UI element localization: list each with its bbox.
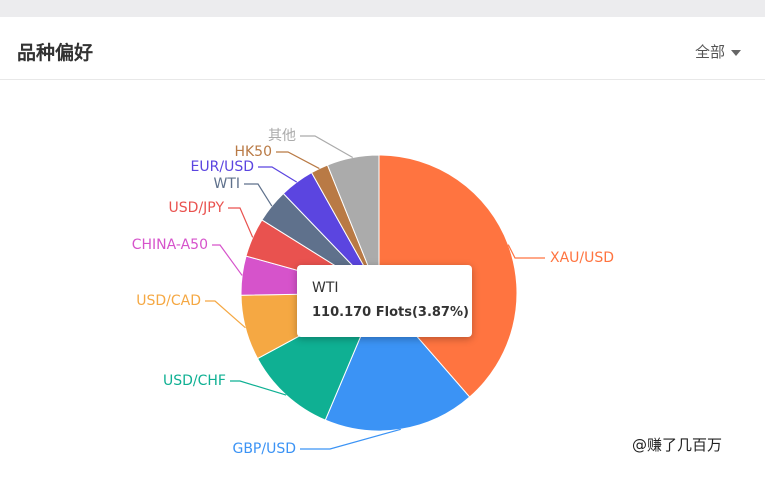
slice-label: USD/CAD [136, 293, 201, 309]
card-header: 品种偏好 全部 [0, 17, 765, 80]
chart-tooltip: WTI 110.170 Flots(3.87%) [297, 265, 472, 337]
filter-dropdown[interactable]: 全部 [695, 41, 741, 62]
tooltip-series-name: WTI [312, 280, 339, 296]
slice-label: WTI [213, 176, 240, 192]
leader-line [276, 151, 320, 170]
leader-line [205, 300, 246, 329]
card-title: 品种偏好 [17, 42, 94, 64]
slice-label: GBP/USD [232, 441, 296, 457]
watermark: @赚了几百万 [632, 436, 723, 454]
top-strip [0, 0, 765, 17]
slice-label: CHINA-A50 [132, 237, 208, 253]
slice-label: 其他 [268, 128, 296, 144]
leader-line [228, 207, 254, 238]
slice-label: XAU/USD [550, 250, 614, 266]
leader-line [300, 135, 354, 159]
leader-line [507, 244, 545, 259]
slice-label: USD/JPY [169, 200, 225, 216]
slice-label: EUR/USD [191, 159, 254, 175]
slice-label: HK50 [234, 144, 272, 160]
leader-line [300, 428, 401, 450]
slice-label: USD/CHF [163, 373, 226, 389]
caret-down-icon [731, 49, 741, 56]
leader-line [230, 380, 287, 396]
pie-slice--[interactable] [326, 154, 380, 294]
leader-line [258, 166, 298, 183]
leader-line [212, 244, 243, 276]
tooltip-value: 110.170 Flots(3.87%) [312, 305, 469, 320]
leader-line [244, 183, 273, 207]
filter-label: 全部 [694, 43, 725, 61]
